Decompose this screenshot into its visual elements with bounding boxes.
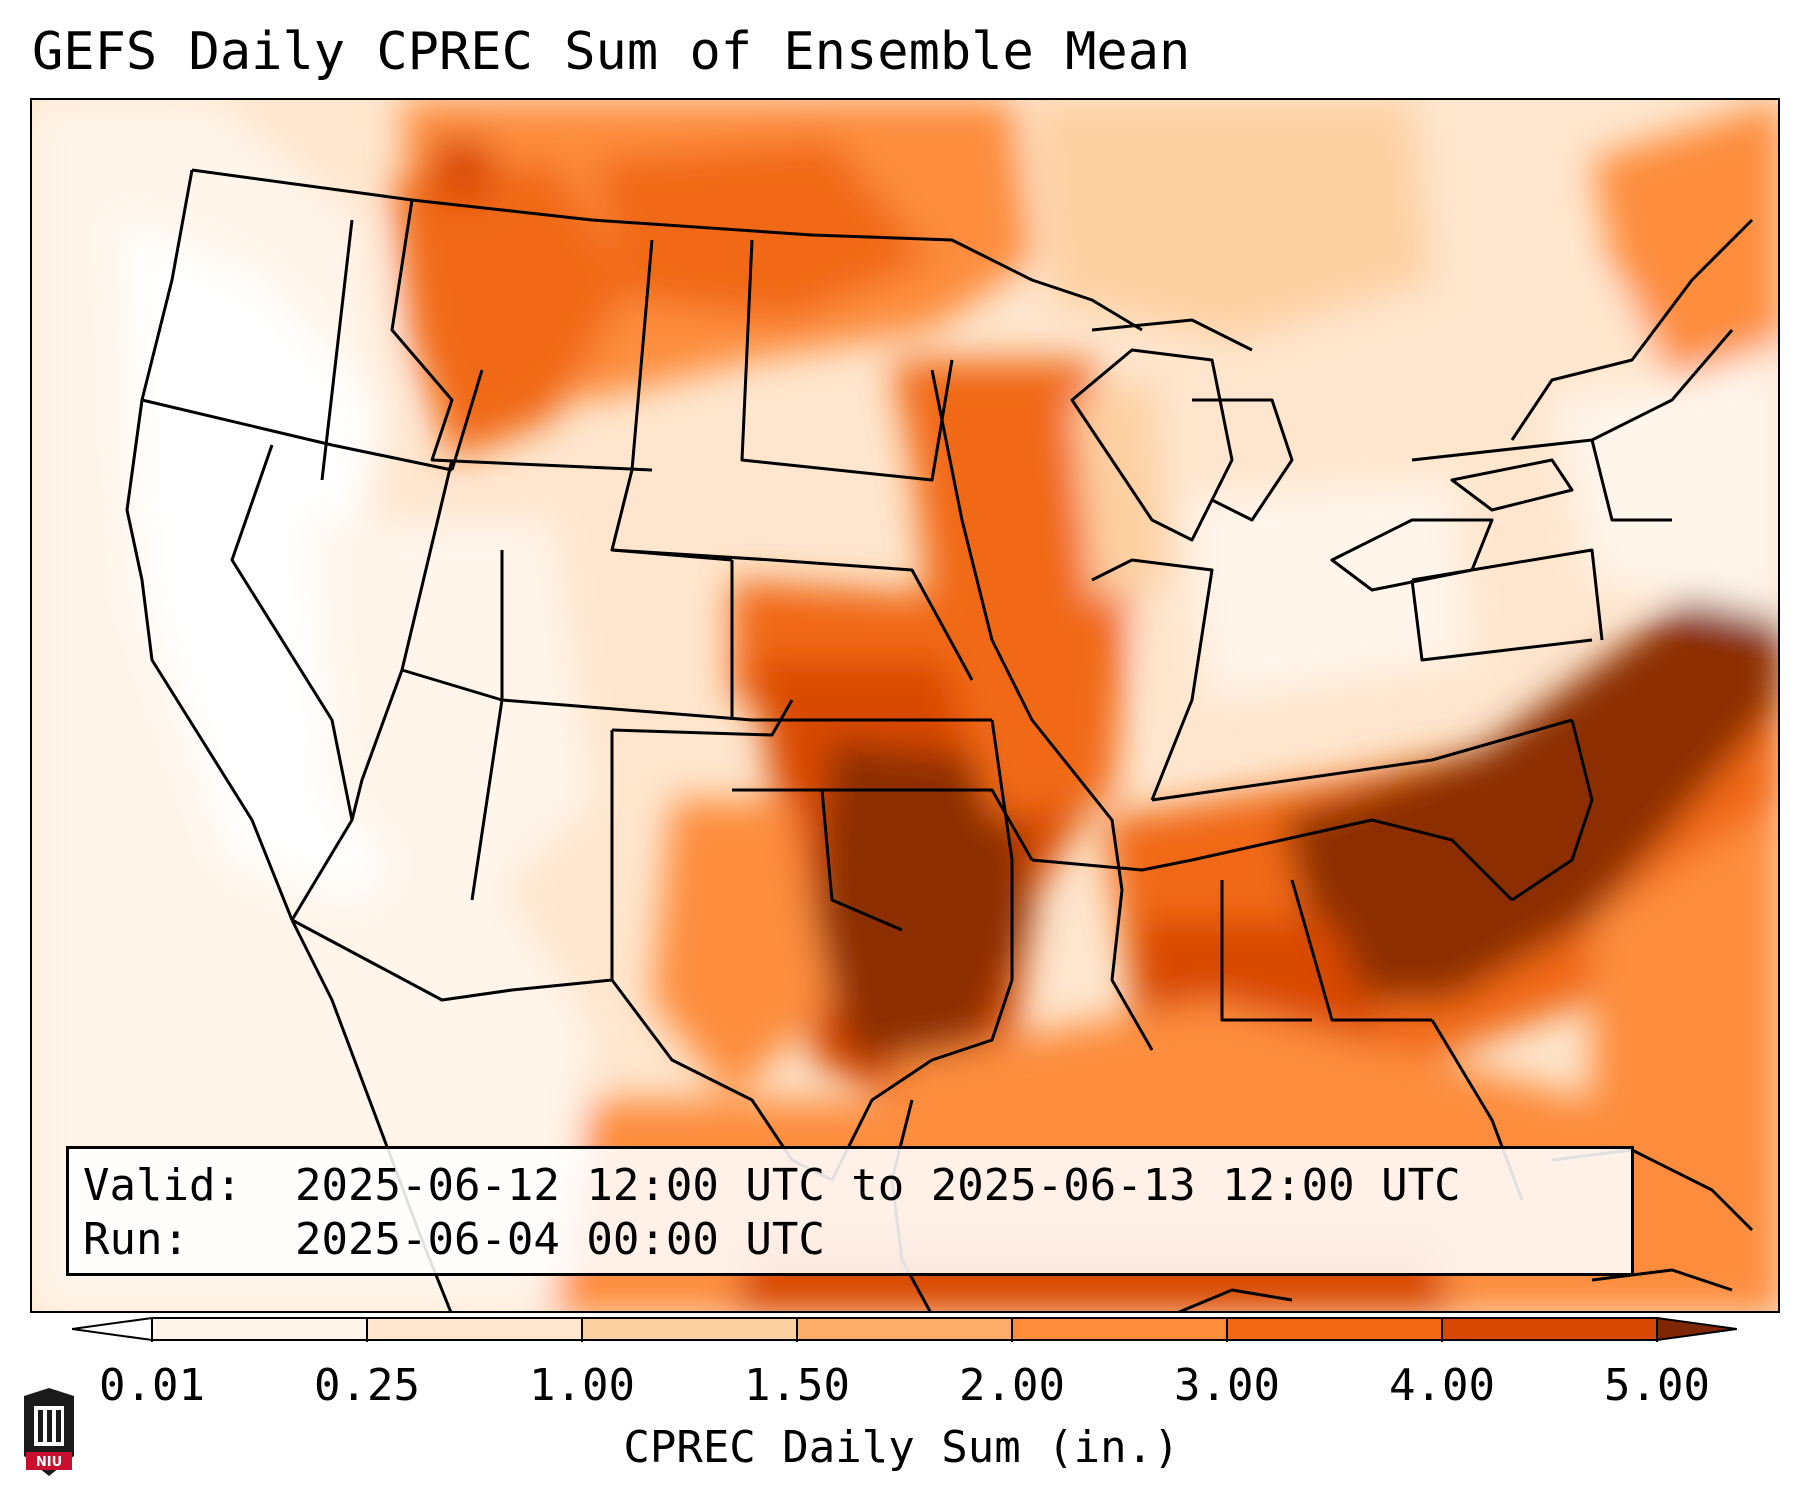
colorbar-tick-label: 2.00 bbox=[959, 1360, 1065, 1411]
colorbar-segment bbox=[1227, 1318, 1443, 1340]
colorbar-segment bbox=[152, 1318, 368, 1340]
colorbar-under-arrow bbox=[72, 1316, 153, 1342]
colorbar-segment bbox=[797, 1318, 1013, 1340]
colorbar-tick-label: 1.00 bbox=[529, 1360, 635, 1411]
colorbar-tick-label: 4.00 bbox=[1389, 1360, 1495, 1411]
state-boundaries bbox=[125, 168, 1754, 1311]
colorbar-tick-label: 3.00 bbox=[1174, 1360, 1280, 1411]
colorbar-segment bbox=[1442, 1318, 1658, 1340]
colorbar bbox=[72, 1316, 1737, 1342]
colorbar-segments bbox=[152, 1318, 1658, 1340]
valid-time-line: Valid: 2025-06-12 12:00 UTC to 2025-06-1… bbox=[83, 1159, 1617, 1213]
colorbar-segment bbox=[582, 1318, 798, 1340]
map-canvas bbox=[32, 100, 1778, 1311]
colorbar-over-arrow bbox=[1656, 1316, 1737, 1342]
precipitation-map[interactable] bbox=[30, 98, 1780, 1313]
colorbar-segment bbox=[367, 1318, 583, 1340]
precip-field bbox=[32, 100, 1778, 1311]
map-title: GEFS Daily CPREC Sum of Ensemble Mean bbox=[32, 22, 1191, 82]
colorbar-tick-label: 1.50 bbox=[744, 1360, 850, 1411]
colorbar-axis-label: CPREC Daily Sum (in.) bbox=[623, 1422, 1180, 1473]
valid-value: 2025-06-12 12:00 UTC to 2025-06-13 12:00… bbox=[295, 1160, 1461, 1211]
valid-label: Valid: bbox=[83, 1160, 242, 1211]
colorbar-segment bbox=[1012, 1318, 1228, 1340]
run-label: Run: bbox=[83, 1214, 189, 1265]
colorbar-tick-label: 0.01 bbox=[99, 1360, 205, 1411]
colorbar-tick-label: 0.25 bbox=[314, 1360, 420, 1411]
run-time-line: Run: 2025-06-04 00:00 UTC bbox=[83, 1213, 1617, 1267]
niu-logo: NIU bbox=[24, 1388, 74, 1476]
logo-text: NIU bbox=[36, 1455, 62, 1470]
colorbar-tick-label: 5.00 bbox=[1604, 1360, 1710, 1411]
run-value: 2025-06-04 00:00 UTC bbox=[295, 1214, 825, 1265]
validity-info-box: Valid: 2025-06-12 12:00 UTC to 2025-06-1… bbox=[66, 1146, 1634, 1276]
colorbar-ticks bbox=[151, 1318, 1658, 1342]
